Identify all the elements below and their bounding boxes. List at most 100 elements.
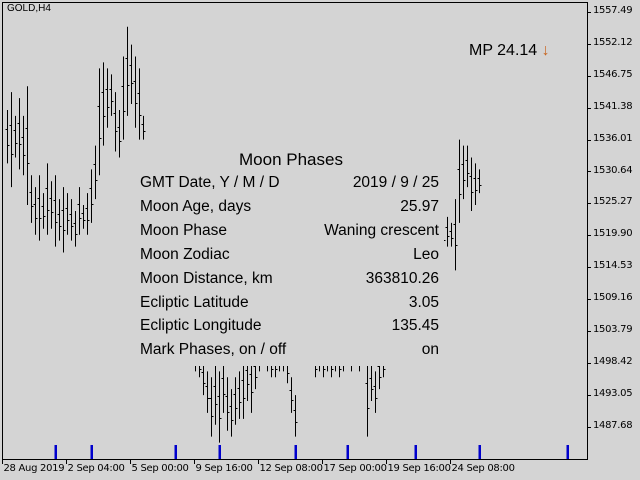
moon-phase-indicator: MP 24.14 ↓ (469, 42, 550, 60)
ohlc-bar (57, 199, 62, 241)
y-tick-label: 1498.42 (593, 355, 633, 367)
ohlc-bar (117, 109, 122, 158)
ohlc-bar (9, 92, 14, 188)
row-label: GMT Date, Y / M / D (140, 174, 280, 191)
ohlc-bar (365, 353, 370, 437)
ohlc-bar (97, 68, 102, 176)
y-tick-label: 1557.49 (593, 5, 633, 16)
chart-frame (2, 2, 588, 460)
symbol-label: GOLD,H4 (7, 3, 51, 14)
y-tick-label: 1519.90 (593, 228, 633, 240)
ohlc-bar (129, 44, 134, 105)
ohlc-bar (21, 115, 26, 176)
y-tick-label: 1525.27 (593, 196, 633, 208)
ohlc-bar (65, 193, 70, 235)
row-label: Ecliptic Latitude (140, 293, 249, 311)
row-value: 2019 / 9 / 25 (352, 174, 439, 191)
panel-row: Moon Distance, km 363810.26 (140, 270, 439, 292)
panel-title: Moon Phases (239, 150, 343, 169)
ohlc-bar (25, 86, 30, 206)
ohlc-bar (105, 68, 110, 128)
row-label: Moon Distance, km (140, 269, 273, 287)
panel-row: Moon Phase Waning crescent (140, 222, 439, 244)
ohlc-bar (93, 145, 98, 200)
ohlc-bar (45, 163, 50, 235)
ohlc-bar (121, 56, 126, 140)
phase-mark (478, 445, 481, 459)
row-value[interactable]: on (421, 341, 439, 359)
ohlc-bar (109, 74, 114, 116)
phase-mark (218, 445, 221, 459)
ohlc-bar (449, 222, 454, 247)
phase-mark (174, 445, 177, 459)
panel-row: Ecliptic Longitude 135.45 (140, 317, 439, 339)
ohlc-bar (101, 62, 106, 146)
ohlc-bar (41, 193, 46, 229)
ohlc-bar (469, 157, 474, 211)
ohlc-bar (293, 395, 298, 437)
ohlc-bar (49, 181, 54, 229)
x-tick-label: 19 Sep 16:00 (387, 463, 451, 474)
phase-marks (54, 445, 569, 459)
y-tick-label: 1487.68 (593, 419, 633, 431)
x-axis-ticks (2, 459, 451, 464)
panel-row: Mark Phases, on / off on (140, 341, 439, 363)
y-tick-label: 1503.79 (593, 324, 633, 335)
ohlc-bar (61, 187, 66, 253)
ohlc-bar (209, 377, 214, 437)
ohlc-bar (89, 169, 94, 223)
x-tick-label: 28 Aug 2019 (3, 463, 65, 474)
x-tick-label: 9 Sep 16:00 (195, 463, 253, 474)
row-value: Leo (413, 245, 439, 263)
ohlc-bar (237, 371, 242, 419)
ohlc-bar (81, 205, 86, 229)
ohlc-bar (373, 371, 378, 413)
x-tick-label: 24 Sep 08:00 (451, 463, 515, 474)
ohlc-bar (29, 175, 34, 223)
ohlc-bar (213, 365, 218, 425)
ohlc-bar (5, 109, 10, 164)
ohlc-bar (229, 389, 234, 437)
panel-row: Ecliptic Latitude 3.05 (140, 294, 439, 316)
ohlc-bar (113, 92, 118, 152)
ohlc-bar (133, 56, 138, 128)
row-value: 135.45 (391, 317, 439, 335)
ohlc-bar (477, 169, 482, 194)
phase-mark (414, 445, 417, 459)
ohlc-bar (457, 139, 462, 223)
row-label: Moon Zodiac (140, 245, 230, 263)
x-tick-label: 12 Sep 08:00 (259, 463, 323, 474)
ohlc-bar (461, 145, 466, 200)
moon-phases-panel: Moon Phases GMT Date, Y / M / D 2019 / 9 … (136, 146, 444, 366)
phase-mark (346, 445, 349, 459)
y-tick-label: 1530.64 (593, 164, 633, 176)
row-value: 3.05 (408, 293, 439, 311)
ohlc-bar (205, 371, 210, 413)
x-tick-label: 17 Sep 00:00 (323, 463, 387, 474)
phase-mark (90, 445, 93, 459)
ohlc-bar (221, 359, 226, 413)
row-label: Ecliptic Longitude (140, 317, 262, 335)
row-value: 25.97 (400, 197, 439, 215)
y-tick-label: 1493.05 (593, 387, 633, 399)
ohlc-bar (125, 26, 130, 116)
y-tick-label: 1541.38 (593, 100, 633, 112)
ohlc-bar (53, 175, 58, 247)
y-axis-ticks (587, 12, 591, 428)
ohlc-bar (69, 199, 74, 241)
y-tick-label: 1509.16 (593, 292, 633, 304)
panel-row: GMT Date, Y / M / D 2019 / 9 / 25 (140, 174, 439, 196)
y-tick-label: 1546.75 (593, 68, 633, 80)
ohlc-bar (141, 115, 146, 140)
ohlc-bar (33, 187, 38, 235)
ohlc-bar (453, 199, 458, 271)
ohlc-bar (85, 193, 90, 235)
ohlc-bar (233, 377, 238, 425)
ohlc-bar (73, 210, 78, 247)
ohlc-bar (473, 163, 478, 206)
ohlc-bar (137, 68, 142, 140)
x-tick-label: 2 Sep 04:00 (67, 463, 125, 474)
row-label: Moon Phase (140, 221, 228, 239)
mp-value: MP 24.14 (469, 42, 538, 59)
ohlc-bar (17, 98, 22, 170)
